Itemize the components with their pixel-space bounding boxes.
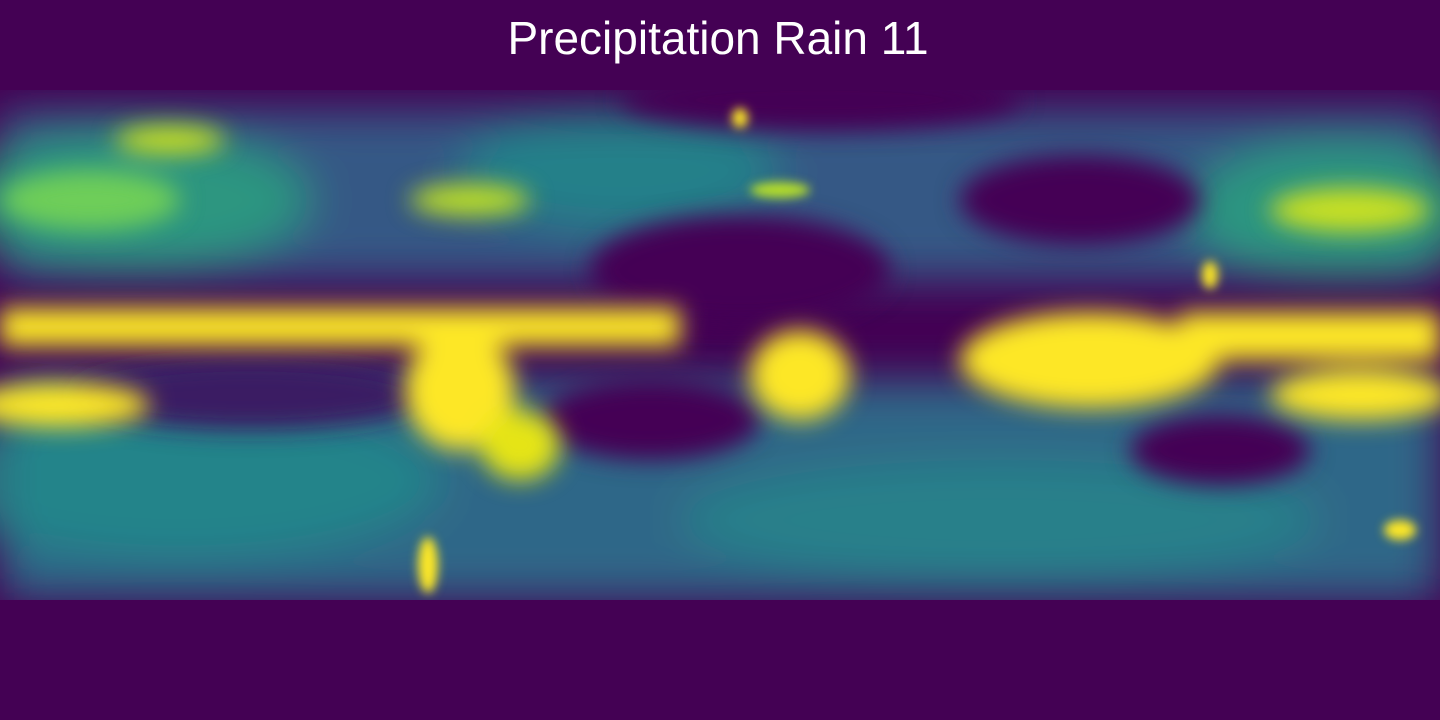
- polar-region-south: [0, 600, 1440, 720]
- coastal-rain-highlights: [418, 108, 1416, 593]
- map-title: Precipitation Rain 11: [507, 12, 929, 64]
- tropical-rain-band: [0, 126, 1440, 480]
- mid-latitude-bands: [0, 110, 1440, 600]
- polar-region-north: [0, 0, 1440, 90]
